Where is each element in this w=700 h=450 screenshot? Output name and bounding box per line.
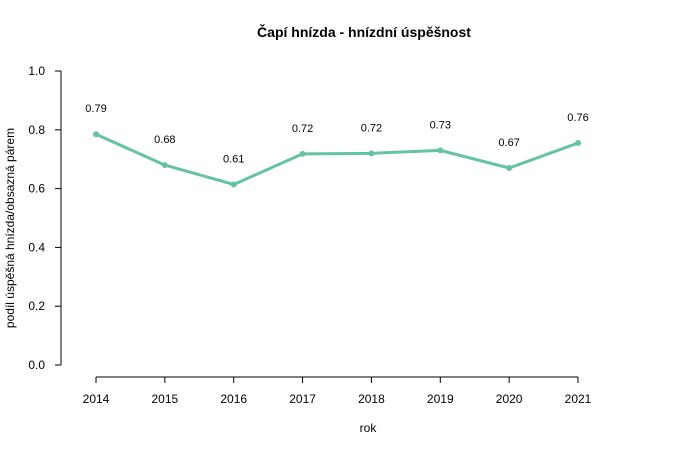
x-axis-label: rok <box>360 421 378 435</box>
x-tick-label: 2016 <box>220 392 247 406</box>
data-point <box>368 150 375 157</box>
data-point <box>299 150 306 157</box>
data-point <box>575 140 581 147</box>
y-tick-label: 0.0 <box>28 358 45 372</box>
y-tick-label: 1.0 <box>28 64 45 78</box>
data-point <box>161 162 168 169</box>
chart-title: Čapí hnízda - hnízdní úspěšnost <box>257 23 471 40</box>
data-label: 0.79 <box>85 103 106 115</box>
series-polyline <box>94 132 580 186</box>
data-label: 0.61 <box>223 153 244 165</box>
data-label: 0.67 <box>498 137 519 149</box>
y-tick-label: 0.6 <box>28 182 45 196</box>
data-label: 0.72 <box>292 123 313 135</box>
x-tick-label: 2021 <box>565 392 592 406</box>
data-label: 0.72 <box>361 122 382 134</box>
x-tick-label: 2015 <box>152 392 179 406</box>
data-point <box>93 131 99 138</box>
x-tick-label: 2017 <box>289 392 316 406</box>
y-axis-label: podíl úspěšná hnízda/obsazná párem <box>3 128 17 328</box>
axes: 0.0 0.2 0.4 0.6 0.8 1.0 2014 2015 2016 2017 2018 20… <box>28 64 591 406</box>
data-labels: 0.79 0.68 0.61 0.72 0.72 0.73 0.67 0.76 <box>85 103 588 165</box>
y-tick-label: 0.2 <box>28 299 45 313</box>
y-tick-label: 0.8 <box>28 123 45 137</box>
data-point <box>437 147 444 154</box>
data-label: 0.73 <box>430 119 451 131</box>
data-label: 0.68 <box>154 134 175 146</box>
data-label: 0.76 <box>567 112 588 124</box>
series-line <box>93 131 581 188</box>
data-point <box>506 165 513 172</box>
x-tick-label: 2018 <box>358 392 385 406</box>
x-tick-label: 2014 <box>83 392 110 406</box>
y-tick-label: 0.4 <box>28 240 45 254</box>
data-point <box>230 181 237 188</box>
x-tick-label: 2020 <box>496 392 523 406</box>
x-tick-label: 2019 <box>427 392 454 406</box>
